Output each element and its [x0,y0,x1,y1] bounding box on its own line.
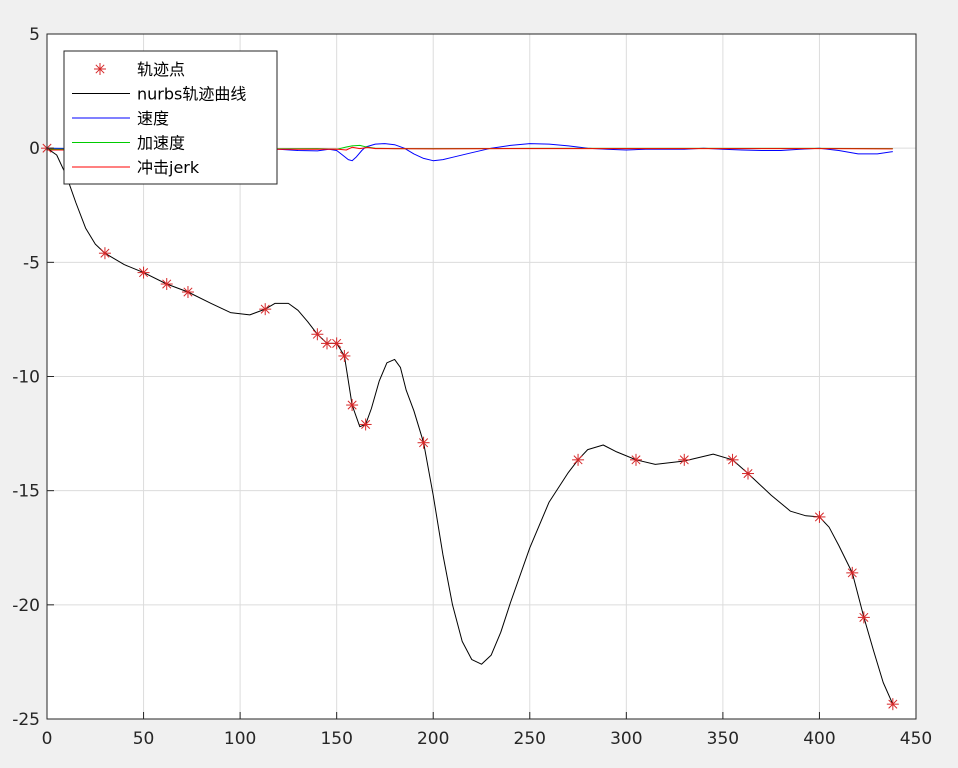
y-ticks: 5 0 -5 -10 -15 -20 -25 [12,25,54,730]
x-tick-label-7: 350 [707,729,739,749]
trajectory-point-9 [338,349,351,362]
legend-label: nurbs轨迹曲线 [137,85,246,104]
x-ticks: 0 50 100 150 200 250 300 350 400 450 [42,712,932,749]
trajectory-point-17 [741,467,754,480]
trajectory-point-18 [813,510,826,523]
legend-entry-3: 加速度 [72,134,185,153]
x-tick-label-0: 0 [42,729,53,749]
series-line-velocity [46,143,893,162]
trajectory-point-12 [417,436,430,449]
trajectory-point-14 [629,453,642,466]
trajectory-point-4 [181,286,194,299]
y-tick-label-2: -5 [23,253,40,273]
trajectory-point-3 [160,278,173,291]
legend-entry-0: 轨迹点 [94,60,185,79]
legend-entry-2: 速度 [72,109,169,128]
legend-label: 冲击jerk [137,158,200,177]
y-tick-label-5: -20 [12,596,40,616]
y-tick-label-0: 5 [29,25,40,45]
x-tick-label-9: 450 [900,729,932,749]
trajectory-point-20 [857,611,870,624]
y-tick-label-6: -25 [12,710,40,730]
legend-entry-4: 冲击jerk [72,158,200,177]
x-tick-label-2: 100 [224,729,256,749]
trajectory-point-16 [726,453,739,466]
x-tick-label-5: 250 [514,729,546,749]
x-tick-label-8: 400 [803,729,835,749]
trajectory-markers [41,142,899,711]
trajectory-point-10 [346,399,359,412]
legend-marker-icon [94,63,106,75]
legend-label: 加速度 [137,134,185,153]
trajectory-point-2 [137,266,150,279]
trajectory-point-21 [886,698,899,711]
trajectory-point-5 [259,303,272,316]
trajectory-point-15 [678,453,691,466]
trajectory-point-11 [359,418,372,431]
trajectory-point-1 [98,247,111,260]
y-tick-label-3: -10 [12,368,40,388]
trajectory-point-6 [311,328,324,341]
legend-entry-1: nurbs轨迹曲线 [72,85,246,104]
x-tick-label-3: 150 [320,729,352,749]
legend-label: 轨迹点 [137,60,185,79]
x-tick-label-1: 50 [133,729,155,749]
y-tick-label-1: 0 [29,139,40,159]
trajectory-point-19 [846,566,859,579]
legend-label: 速度 [137,109,169,128]
trajectory-point-13 [572,453,585,466]
x-tick-label-4: 200 [417,729,449,749]
y-tick-label-4: -15 [12,482,40,502]
x-tick-label-6: 300 [610,729,642,749]
trajectory-point-8 [330,337,343,350]
